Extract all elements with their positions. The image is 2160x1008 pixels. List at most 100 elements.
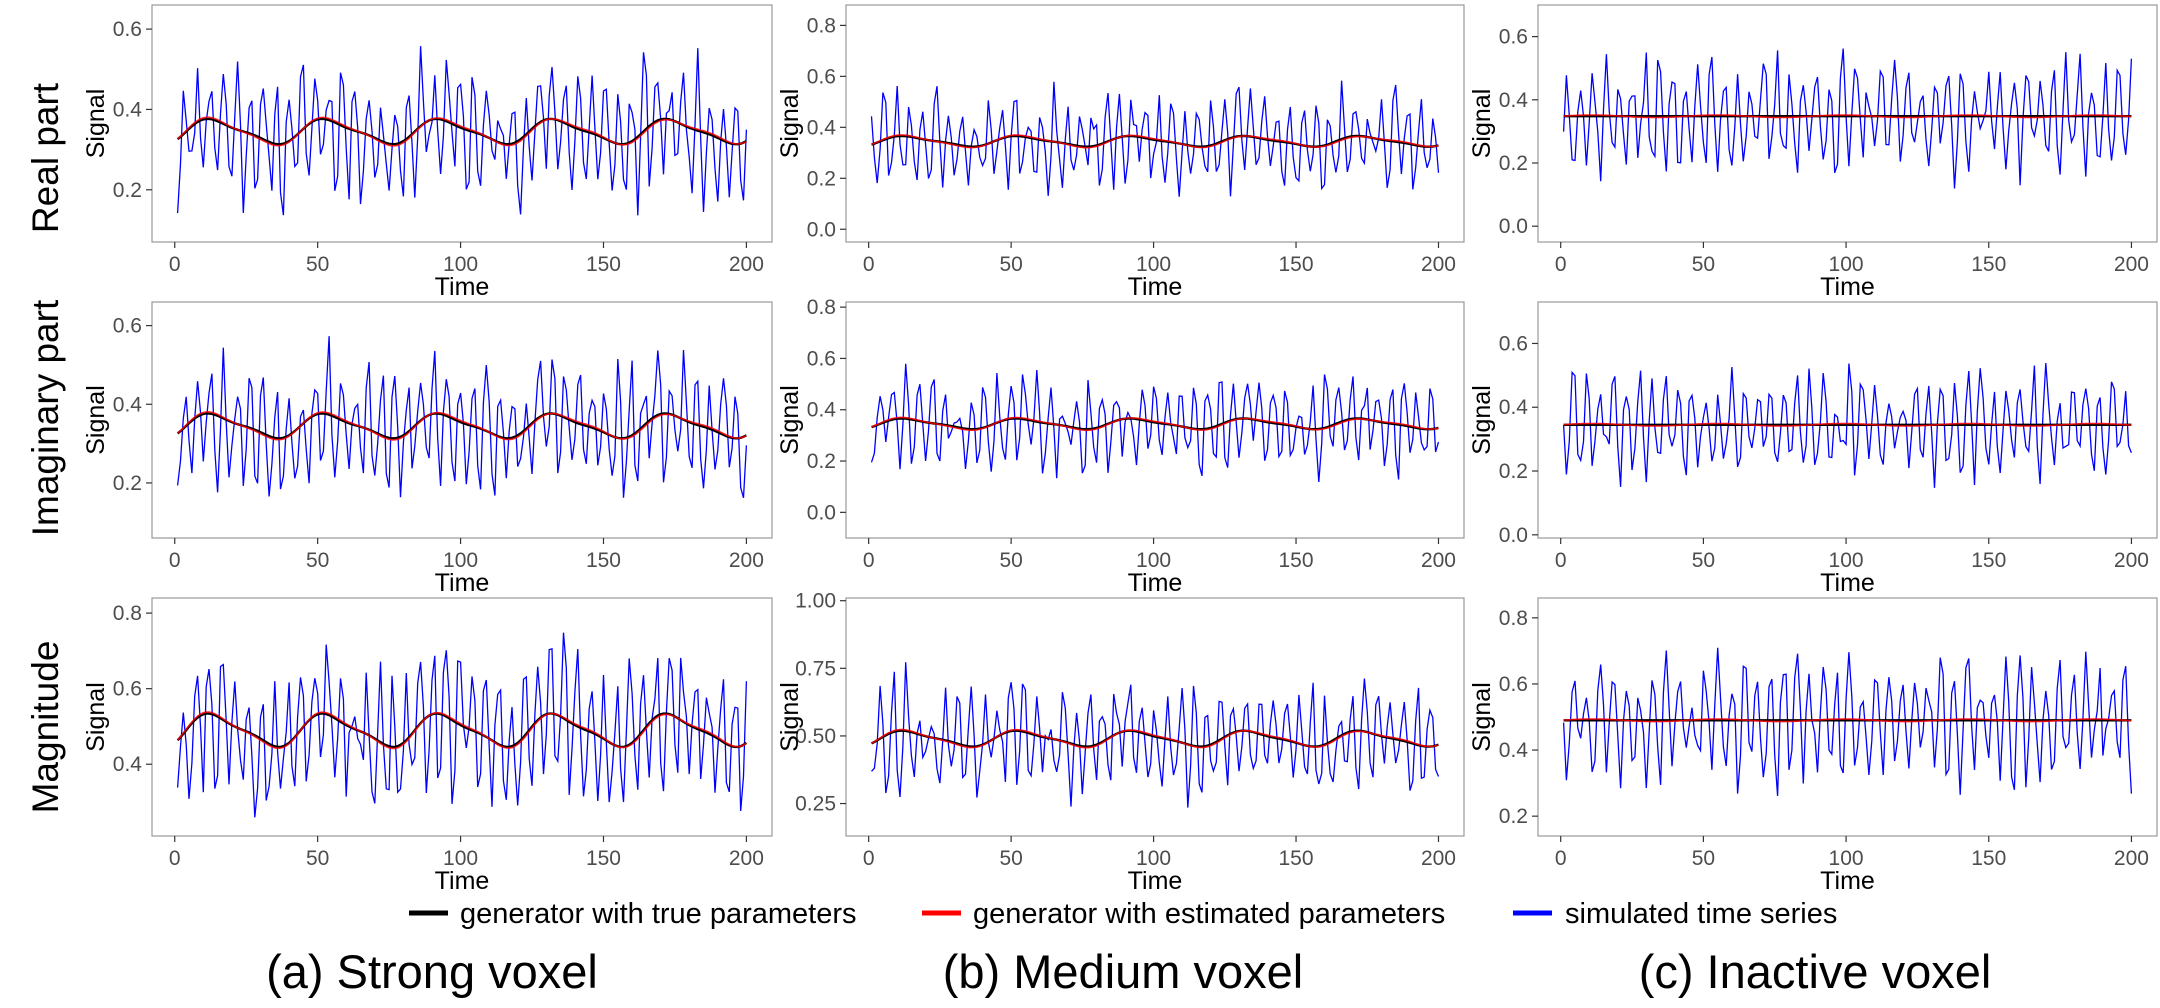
panel-r3-c2-xtick-label-0: 0 [863, 847, 875, 870]
panel-r1-c1-xtick-label-1: 50 [306, 253, 329, 276]
panel-r2-c1-xtick-label-0: 0 [169, 549, 181, 572]
panel-r2-c1-ylabel: Signal [82, 385, 110, 455]
panel-r3-c1-series-estimated [176, 711, 747, 750]
panel-r3-c2: 0.25 0.50 0.75 1.00 0 50 100 150 200 Time Signal [776, 590, 1465, 895]
panel-r1-c3-ytick-label-0: 0.0 [1499, 215, 1528, 238]
panel-r3-c3-xtick-label-0: 0 [1555, 847, 1567, 870]
panel-r1-c3: 0.0 0.2 0.4 0.6 0 50 100 150 200 Time Signal [1468, 4, 2158, 301]
panel-r3-c1-frame [151, 597, 773, 837]
panel-r2-c1: 0.2 0.4 0.6 0 50 100 150 200 Time Signal [82, 301, 773, 597]
panel-r3-c1-series-simulated [176, 632, 748, 818]
panel-r2-c3-ytick-label-2: 0.4 [1499, 396, 1529, 419]
panel-r1-c1-series-true [176, 117, 747, 146]
panel-r1-c3-xtick-label-0: 0 [1555, 253, 1567, 276]
panel-r3-c1: 0.4 0.6 0.8 0 50 100 150 200 Time Signal [82, 597, 773, 895]
panel-r3-c2-ytick-label-2: 0.75 [795, 657, 836, 680]
panel-r2-c2-series-true [871, 417, 1439, 431]
panel-r2-c3-frame [1537, 301, 2158, 539]
panel-r1-c2-ytick-label-3: 0.6 [807, 65, 836, 88]
panel-r1-c2-xtick-label-4: 200 [1421, 253, 1456, 276]
panel-r1-c3-xtick-label-1: 50 [1692, 253, 1715, 276]
panel-r2-c3-xtick-label-2: 100 [1829, 549, 1864, 572]
panel-r2-c2-xtick-label-0: 0 [863, 549, 875, 572]
row-label-magnitude: Magnitude [25, 641, 66, 814]
panel-r3-c2-ytick-label-1: 0.50 [795, 725, 836, 748]
panel-r2-c1-ytick-label-2: 0.6 [113, 315, 142, 338]
panel-r2-c2-ytick-label-4: 0.8 [807, 296, 836, 319]
panel-r3-c3-ytick-label-0: 0.2 [1499, 805, 1528, 828]
panel-r3-c2-xtick-label-1: 50 [999, 847, 1022, 870]
panel-r1-c2-series-simulated [870, 80, 1440, 197]
panel-r2-c2-xlabel: Time [1128, 569, 1183, 597]
panel-r2-c3-xtick-label-1: 50 [1692, 549, 1715, 572]
panel-r2-c2-series-estimated [871, 416, 1439, 432]
panel-r2-c1-ytick-label-0: 0.2 [113, 472, 142, 495]
panel-r2-c1-series-true [176, 412, 747, 440]
panel-r3-c3-xtick-label-3: 150 [1971, 847, 2006, 870]
panel-r3-c3-ytick-label-1: 0.4 [1499, 739, 1529, 762]
panel-r3-c3-xlabel: Time [1820, 867, 1875, 895]
panel-r2-c1-xtick-label-4: 200 [729, 549, 764, 572]
panel-r3-c3-frame [1537, 597, 2158, 837]
panel-r1-c1-frame [151, 4, 773, 243]
panel-r2-c2-xtick-label-3: 150 [1279, 549, 1314, 572]
panel-r2-c3-series-estimated [1563, 422, 2132, 427]
row-label-imaginary: Imaginary part [25, 299, 66, 536]
panel-r3-c2-xtick-label-4: 200 [1421, 847, 1456, 870]
panel-r2-c3-xlabel: Time [1820, 569, 1875, 597]
legend-label-estimated: generator with estimated parameters [973, 898, 1445, 930]
panel-r3-c2-ytick-label-0: 0.25 [795, 793, 836, 816]
panel-r3-c1-ytick-label-1: 0.6 [113, 678, 142, 701]
panel-r1-c3-ytick-label-2: 0.4 [1499, 89, 1529, 112]
panel-r2-c2-ytick-label-2: 0.4 [807, 399, 837, 422]
caption-inactive: (c) Inactive voxel [1639, 945, 1992, 998]
panel-r3-c3-xtick-label-1: 50 [1692, 847, 1715, 870]
legend-label-simulated: simulated time series [1565, 898, 1837, 930]
panel-r1-c2-ytick-label-0: 0.0 [807, 218, 836, 241]
panel-r1-c1-xtick-label-4: 200 [729, 253, 764, 276]
panel-r1-c1-ytick-label-1: 0.4 [113, 98, 143, 121]
panel-r1-c1-xtick-label-0: 0 [169, 253, 181, 276]
panel-r1-c1-xlabel: Time [435, 273, 490, 301]
panel-r2-c3-ytick-label-0: 0.0 [1499, 524, 1528, 547]
panel-r1-c3-ytick-label-1: 0.2 [1499, 152, 1528, 175]
panel-r3-c2-frame [845, 597, 1465, 837]
panel-r2-c1-series-estimated [177, 411, 747, 441]
panel-r3-c3: 0.2 0.4 0.6 0.8 0 50 100 150 200 Time Signal [1468, 597, 2158, 895]
panel-r2-c2-ytick-label-1: 0.2 [807, 450, 836, 473]
panel-r2-c3-series-simulated [1562, 362, 2133, 488]
panel-r3-c1-ytick-label-2: 0.8 [113, 602, 142, 625]
panel-r1-c3-series-estimated [1563, 114, 2132, 119]
panel-r2-c1-frame [151, 301, 773, 539]
panel-r3-c3-ylabel: Signal [1468, 682, 1496, 752]
panel-r3-c3-series-estimated [1563, 718, 2132, 723]
panel-r3-c1-ytick-label-0: 0.4 [113, 753, 143, 776]
panel-r3-c1-xtick-label-4: 200 [729, 847, 764, 870]
panel-r3-c2-series-true [870, 729, 1439, 748]
panel-r1-c2-xtick-label-0: 0 [863, 253, 875, 276]
panel-r1-c2-ytick-label-2: 0.4 [807, 116, 837, 139]
panel-r2-c3-xtick-label-0: 0 [1555, 549, 1567, 572]
panel-r1-c1-xtick-label-2: 100 [443, 253, 478, 276]
panel-r2-c3-ylabel: Signal [1468, 385, 1496, 455]
panel-r3-c3-ytick-label-3: 0.8 [1499, 607, 1528, 630]
panel-r2-c2-ytick-label-0: 0.0 [807, 501, 836, 524]
panel-r1-c3-xtick-label-3: 150 [1971, 253, 2006, 276]
caption-strong: (a) Strong voxel [266, 945, 598, 998]
panel-r3-c2-xlabel: Time [1128, 867, 1183, 895]
panel-r3-c3-xtick-label-2: 100 [1829, 847, 1864, 870]
caption-medium: (b) Medium voxel [943, 945, 1303, 998]
panel-r1-c2-series-estimated [871, 134, 1439, 149]
panel-r2-c1-xtick-label-1: 50 [306, 549, 329, 572]
panel-r1-c2-xlabel: Time [1128, 273, 1183, 301]
panel-r1-c2-xtick-label-1: 50 [999, 253, 1022, 276]
panel-r2-c3-xtick-label-4: 200 [2114, 549, 2149, 572]
panel-r1-c3-xtick-label-4: 200 [2114, 253, 2149, 276]
panel-r3-c1-xtick-label-1: 50 [306, 847, 329, 870]
panel-r1-c2-xtick-label-2: 100 [1136, 253, 1171, 276]
panel-r3-c2-xtick-label-2: 100 [1136, 847, 1171, 870]
panel-r2-c1-xlabel: Time [435, 569, 490, 597]
panel-r2-c2-xtick-label-2: 100 [1136, 549, 1171, 572]
panel-r2-c2-series-simulated [870, 363, 1440, 482]
panel-r3-c3-xtick-label-4: 200 [2114, 847, 2149, 870]
